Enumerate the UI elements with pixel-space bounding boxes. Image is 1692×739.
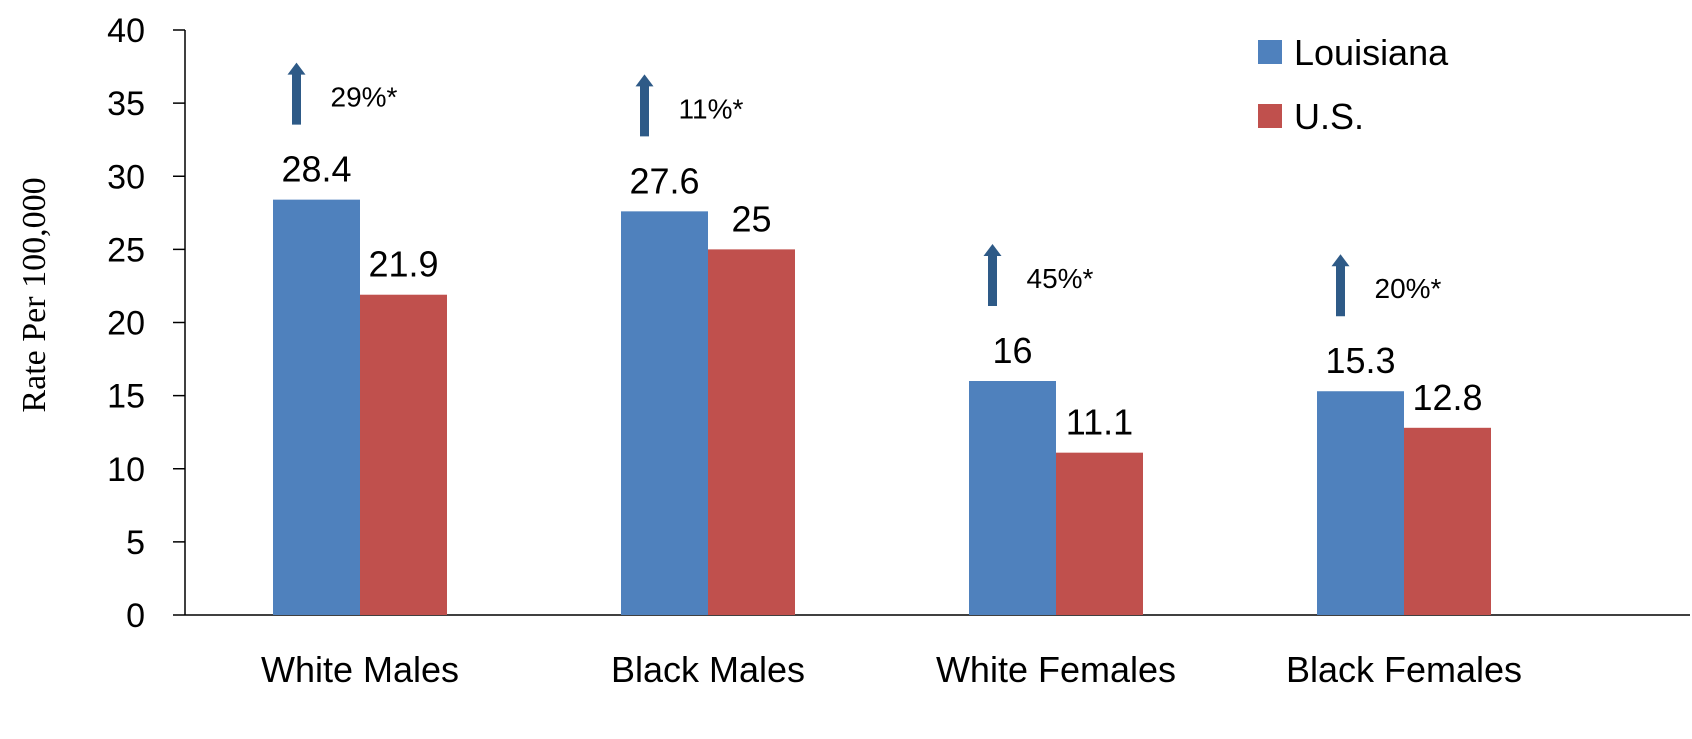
y-tick-label: 40 <box>107 12 145 50</box>
y-axis-label: Rate Per 100,000 <box>16 177 53 412</box>
y-tick-label: 35 <box>107 85 145 123</box>
data-label: 11.1 <box>1066 402 1133 443</box>
data-labels: 28.4 27.6 16 15.3 21.9 25 11.1 12.8 <box>281 149 1482 443</box>
y-tick-label: 5 <box>126 524 145 562</box>
data-label: 16 <box>992 330 1032 371</box>
y-tick-label: 15 <box>107 378 145 416</box>
bar-u-s-black-females <box>1404 427 1491 615</box>
x-category-label: Black Females <box>1286 649 1522 690</box>
percent-change-label: 20%* <box>1375 273 1442 304</box>
bars <box>273 199 1491 615</box>
x-category-label: White Males <box>261 649 459 690</box>
bar-u-s-black-males <box>708 249 795 615</box>
percent-change-label: 45%* <box>1027 263 1094 294</box>
percent-change-label: 11%* <box>679 93 744 124</box>
bar-u-s-white-males <box>360 294 447 615</box>
data-label: 15.3 <box>1325 340 1395 381</box>
data-label: 25 <box>731 198 771 239</box>
bar-louisiana-white-males <box>273 199 360 615</box>
x-category-label: White Females <box>936 649 1176 690</box>
up-arrow-head-icon <box>1331 254 1350 267</box>
legend-swatch-u-s <box>1258 104 1282 128</box>
bar-louisiana-black-males <box>621 211 708 615</box>
y-tick-label: 20 <box>107 305 145 343</box>
bar-louisiana-white-females <box>969 381 1056 615</box>
data-label: 28.4 <box>281 149 351 190</box>
annotations: 29%* 11%* 45%* 20%* <box>287 62 1442 317</box>
bar-u-s-white-females <box>1056 452 1143 615</box>
legend-swatch-louisiana <box>1258 40 1282 64</box>
data-label: 21.9 <box>368 244 438 285</box>
y-tick-label: 25 <box>107 231 145 269</box>
y-tick-label: 10 <box>107 451 145 489</box>
up-arrow-head-icon <box>287 62 306 75</box>
data-label: 12.8 <box>1412 377 1482 418</box>
legend: Louisiana U.S. <box>1258 32 1449 137</box>
x-axis: White Males Black Males White Females Black… <box>185 614 1690 690</box>
legend-label-louisiana: Louisiana <box>1294 32 1449 73</box>
x-category-label: Black Males <box>611 649 805 690</box>
legend-label-u-s: U.S. <box>1294 96 1364 137</box>
data-label: 27.6 <box>629 160 699 201</box>
y-tick-label: 30 <box>107 158 145 196</box>
y-axis: 0 5 10 15 20 25 30 35 40 <box>107 12 186 635</box>
up-arrow-head-icon <box>635 74 654 87</box>
bar-louisiana-black-females <box>1317 391 1404 615</box>
percent-change-label: 29%* <box>331 82 398 113</box>
y-tick-label: 0 <box>126 597 145 635</box>
up-arrow-head-icon <box>983 244 1002 256</box>
